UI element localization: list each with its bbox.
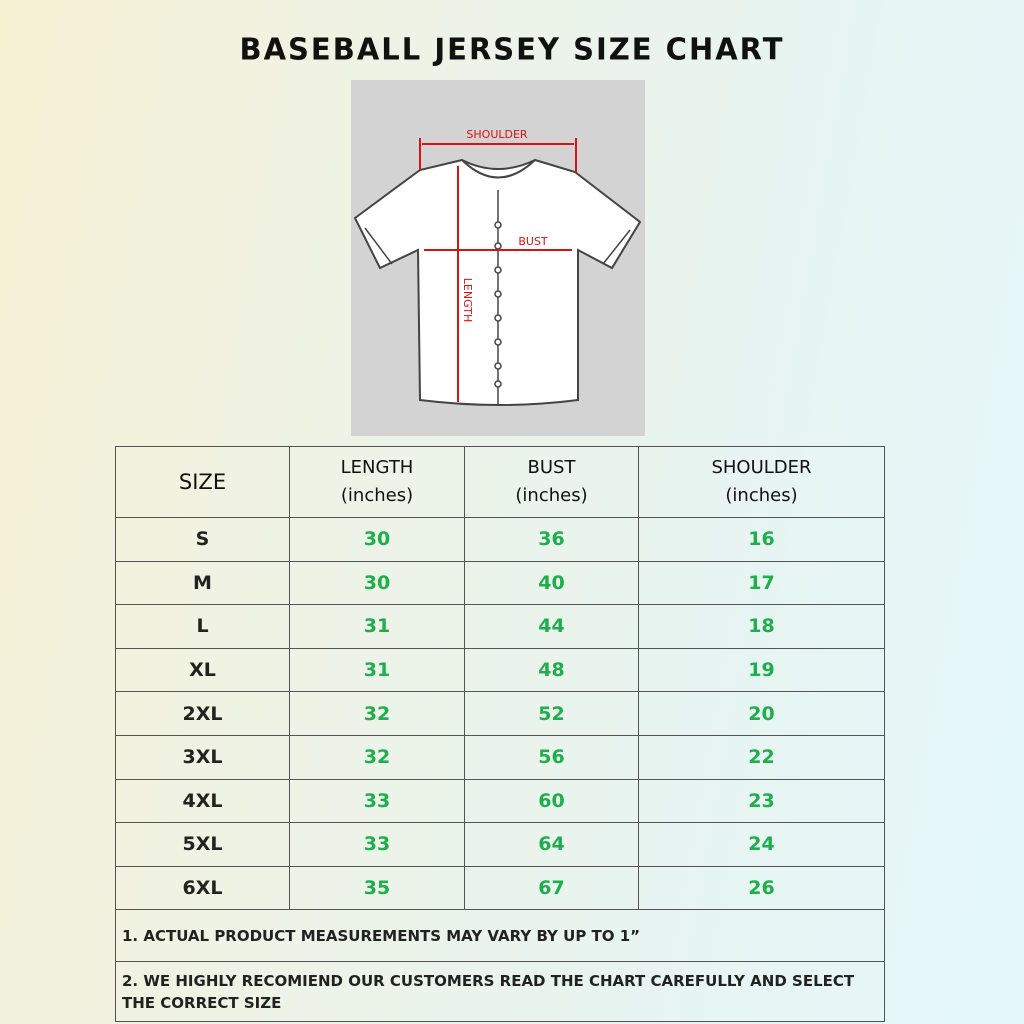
header-cell: LENGTH (inches) <box>289 446 465 518</box>
note-row: 1. ACTUAL PRODUCT MEASUREMENTS MAY VARY … <box>115 909 885 963</box>
measure-cell: 60 <box>464 778 639 824</box>
size-cell: XL <box>115 647 290 693</box>
note: 2. WE HIGHLY RECOMIEND OUR CUSTOMERS REA… <box>115 961 885 1023</box>
measure-cell: 30 <box>289 560 465 606</box>
measure-cell: 48 <box>464 647 639 693</box>
size-cell: 6XL <box>115 865 290 911</box>
header-text: (inches) <box>340 485 414 506</box>
note-row: 2. WE HIGHLY RECOMIEND OUR CUSTOMERS REA… <box>115 961 885 1023</box>
size-cell: 2XL <box>115 691 290 736</box>
header-text: LENGTH <box>340 457 414 478</box>
header-cell: SHOULDER (inches) <box>638 446 885 518</box>
measure-cell: 26 <box>638 865 885 911</box>
jersey-diagram: SHOULDER BUST LENGTH <box>351 80 645 436</box>
size-row: 6XL 35 67 26 <box>115 865 885 911</box>
size-cell: L <box>115 604 290 649</box>
size-row: 2XL 32 52 20 <box>115 691 885 736</box>
size-cell: 4XL <box>115 778 290 824</box>
measure-cell: 22 <box>638 734 885 780</box>
measure-cell: 18 <box>638 604 885 649</box>
size-cell: M <box>115 560 290 606</box>
shoulder-label: SHOULDER <box>466 128 528 141</box>
measure-cell: 31 <box>289 647 465 693</box>
measure-cell: 56 <box>464 734 639 780</box>
header-text: SHOULDER <box>711 457 812 478</box>
header-text: SIZE <box>178 470 227 494</box>
measure-cell: 52 <box>464 691 639 736</box>
header-cell: BUST (inches) <box>464 446 639 518</box>
size-row: 3XL 32 56 22 <box>115 734 885 780</box>
length-label: LENGTH <box>461 278 474 322</box>
measure-cell: 33 <box>289 822 465 867</box>
header-text: (inches) <box>725 485 798 506</box>
measure-cell: 44 <box>464 604 639 649</box>
measure-cell: 23 <box>638 778 885 824</box>
size-row: S 30 36 16 <box>115 517 885 562</box>
header-text: (inches) <box>515 485 588 506</box>
bust-label: BUST <box>518 235 548 248</box>
size-cell: S <box>115 517 290 562</box>
size-row: XL 31 48 19 <box>115 647 885 693</box>
measure-cell: 33 <box>289 778 465 824</box>
size-row: M 30 40 17 <box>115 560 885 606</box>
size-cell: 3XL <box>115 734 290 780</box>
header-cell: SIZE <box>115 446 290 518</box>
size-row: L 31 44 18 <box>115 604 885 649</box>
measure-cell: 19 <box>638 647 885 693</box>
header-text: BUST <box>527 457 576 478</box>
size-cell: 5XL <box>115 822 290 867</box>
measure-cell: 24 <box>638 822 885 867</box>
measure-cell: 30 <box>289 517 465 562</box>
size-row: 5XL 33 64 24 <box>115 822 885 867</box>
measure-cell: 67 <box>464 865 639 911</box>
title: BASEBALL JERSEY SIZE CHART <box>239 31 785 67</box>
measure-cell: 35 <box>289 865 465 911</box>
measure-cell: 40 <box>464 560 639 606</box>
measure-cell: 20 <box>638 691 885 736</box>
measure-cell: 17 <box>638 560 885 606</box>
measure-cell: 36 <box>464 517 639 562</box>
size-table: SIZE LENGTH (inches) BUST (inches) SHOULDER (i… <box>115 446 885 1023</box>
measure-cell: 31 <box>289 604 465 649</box>
measure-cell: 16 <box>638 517 885 562</box>
note: 1. ACTUAL PRODUCT MEASUREMENTS MAY VARY … <box>115 909 885 963</box>
measure-cell: 32 <box>289 691 465 736</box>
header-row: SIZE LENGTH (inches) BUST (inches) SHOULDER (i… <box>115 446 885 518</box>
measure-cell: 64 <box>464 822 639 867</box>
measure-cell: 32 <box>289 734 465 780</box>
size-row: 4XL 33 60 23 <box>115 778 885 824</box>
